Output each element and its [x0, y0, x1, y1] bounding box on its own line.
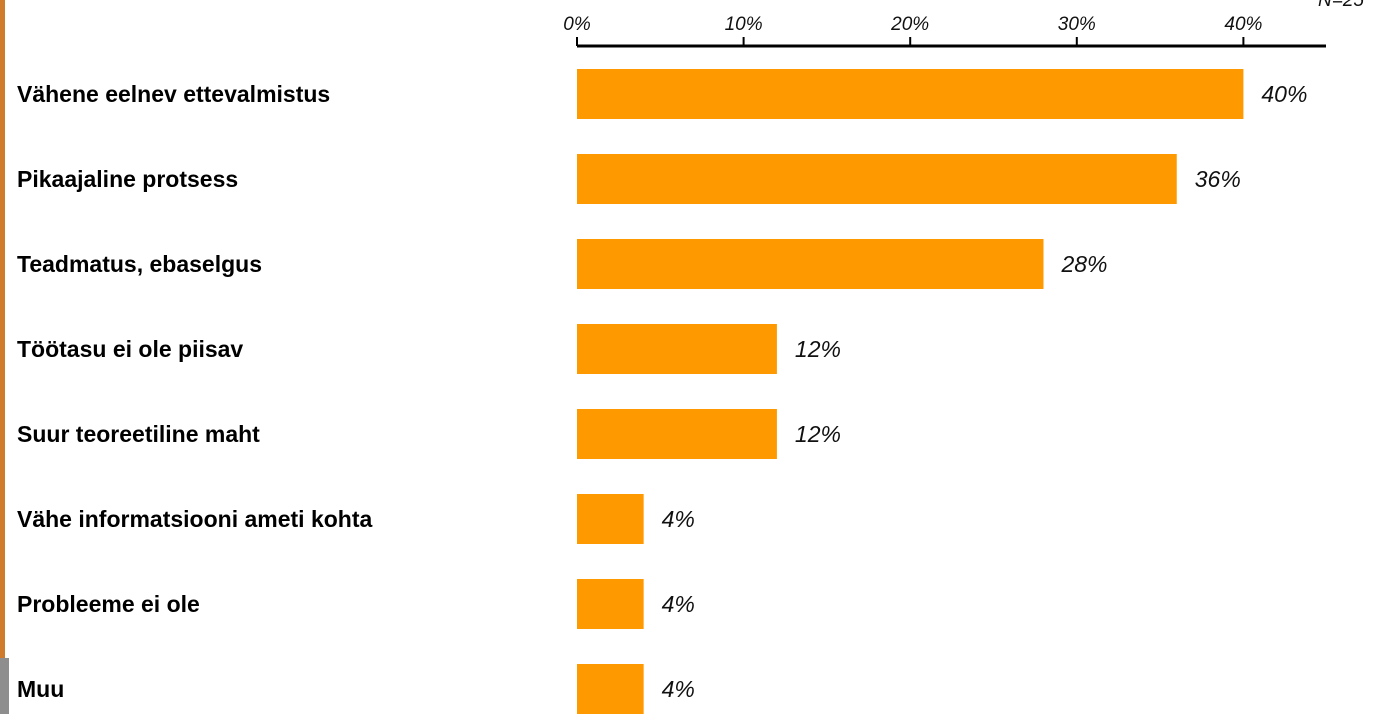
- sample-size-note: N=25: [1318, 0, 1364, 11]
- category-label: Teadmatus, ebaselgus: [17, 251, 262, 277]
- category-label: Pikaajaline protsess: [17, 166, 238, 192]
- value-label: 28%: [1060, 251, 1107, 277]
- value-label: 40%: [1261, 81, 1307, 107]
- x-tick-label: 20%: [890, 14, 929, 35]
- x-tick-label: 40%: [1224, 14, 1262, 35]
- bar: [577, 409, 777, 459]
- category-label: Probleeme ei ole: [17, 591, 200, 617]
- category-label: Suur teoreetiline maht: [17, 421, 260, 447]
- bar: [577, 494, 644, 544]
- bar: [577, 664, 644, 714]
- category-label: Vähene eelnev ettevalmistus: [17, 81, 330, 107]
- value-label: 12%: [795, 336, 841, 362]
- value-label: 12%: [795, 421, 841, 447]
- bar: [577, 579, 644, 629]
- category-label: Töötasu ei ole piisav: [17, 336, 243, 362]
- x-tick-label: 10%: [725, 14, 763, 35]
- left-frame-border: [0, 0, 5, 714]
- bar: [577, 324, 777, 374]
- value-label: 4%: [662, 506, 695, 532]
- value-label: 4%: [662, 591, 695, 617]
- bar: [577, 69, 1244, 119]
- value-label: 36%: [1195, 166, 1241, 192]
- bar: [577, 239, 1044, 289]
- left-frame-accent: [0, 658, 9, 714]
- category-label: Muu: [17, 676, 64, 702]
- x-tick-label: 30%: [1058, 14, 1096, 35]
- value-label: 4%: [662, 676, 695, 702]
- category-label: Vähe informatsiooni ameti kohta: [17, 506, 372, 532]
- x-tick-label: 0%: [563, 14, 591, 35]
- bar: [577, 154, 1177, 204]
